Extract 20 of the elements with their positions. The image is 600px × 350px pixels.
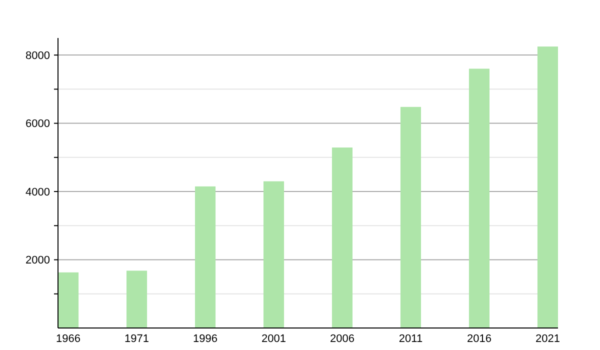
x-tick-label: 1966 xyxy=(56,333,81,345)
bar xyxy=(263,181,284,328)
x-tick-label: 2011 xyxy=(398,333,423,345)
y-tick-label: 2000 xyxy=(26,254,50,267)
x-tick-label: 2021 xyxy=(535,333,560,345)
x-tick-label: 2016 xyxy=(466,333,492,345)
x-tick-label: 2001 xyxy=(262,333,286,345)
bar xyxy=(400,106,422,328)
x-tick-label: 1971 xyxy=(124,333,150,345)
y-tick-label: 4000 xyxy=(26,186,50,198)
y-tick-label: 8000 xyxy=(26,50,50,62)
x-tick-label: 1996 xyxy=(193,333,218,345)
bar xyxy=(194,186,216,328)
y-tick-label: 6000 xyxy=(26,118,50,130)
bar xyxy=(58,272,79,328)
bar xyxy=(537,46,558,328)
bar xyxy=(332,148,353,328)
bar xyxy=(468,68,490,328)
x-tick-label: 2006 xyxy=(330,333,354,345)
bar xyxy=(126,270,148,328)
